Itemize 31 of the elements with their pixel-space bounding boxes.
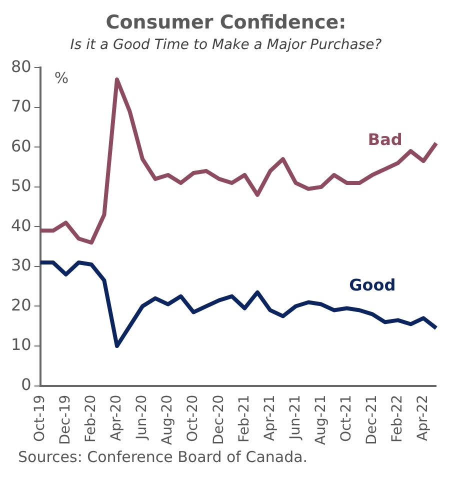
x-tick-label: Apr-20 [108, 394, 125, 441]
y-tick-label: 80 [11, 56, 32, 76]
x-tick-label: Oct-20 [185, 394, 202, 442]
x-tick-label: Feb-21 [236, 394, 252, 442]
x-tick-label: Jun-20 [134, 394, 150, 441]
x-tick-label: Oct-19 [32, 394, 48, 442]
y-tick-label: 20 [11, 295, 32, 314]
x-tick-label: Apr-21 [262, 394, 278, 441]
chart-title: Consumer Confidence: [106, 11, 346, 34]
x-tick-label: Aug-20 [160, 394, 176, 445]
y-tick-label: 40 [11, 216, 32, 235]
x-tick-label: Dec-21 [364, 394, 380, 445]
y-tick-label: 30 [11, 256, 32, 275]
y-axis-title: % [54, 68, 69, 87]
source-note: Sources: Conference Board of Canada. [17, 448, 309, 466]
y-tick-label: 10 [11, 335, 32, 354]
x-tick-label: Apr-22 [415, 394, 432, 441]
x-tick-label: Oct-21 [338, 394, 354, 442]
x-tick-label: Aug-21 [312, 394, 329, 445]
y-tick-label: 70 [11, 96, 32, 116]
y-tick-label: 50 [11, 176, 32, 196]
y-tick-label: 0 [21, 374, 32, 394]
x-tick-label: Feb-20 [83, 394, 100, 442]
y-tick-label: 60 [11, 136, 32, 156]
x-tick-label: Dec-20 [210, 394, 227, 445]
x-tick-label: Dec-19 [58, 394, 74, 445]
series-label: Good [349, 275, 396, 294]
series-label: Bad [368, 130, 402, 150]
x-tick-label: Jun-21 [287, 394, 304, 441]
x-tick-label: Feb-22 [390, 394, 406, 442]
chart-subtitle: Is it a Good Time to Make a Major Purchase? [70, 36, 382, 53]
